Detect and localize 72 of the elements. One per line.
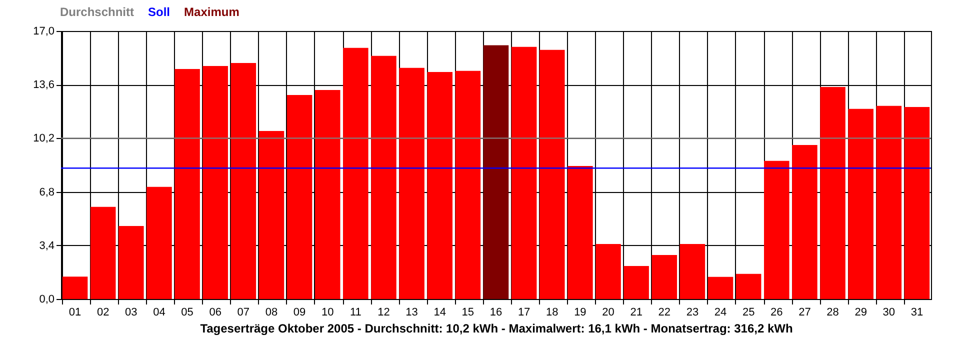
x-tick-label: 04	[153, 306, 166, 318]
bar	[371, 56, 396, 299]
y-tick-label: 3,4	[39, 240, 54, 252]
x-tick-label: 01	[68, 306, 82, 318]
text: Maximum	[184, 5, 240, 19]
x-tick-label: 09	[293, 306, 306, 318]
bar	[792, 144, 818, 299]
bar	[118, 226, 144, 299]
x-tick-label: 08	[265, 306, 278, 318]
x-tick-label: 26	[770, 306, 783, 318]
y-tick-label: 0,0	[39, 294, 54, 306]
x-tick-label: 10	[321, 306, 334, 318]
bar	[624, 266, 649, 299]
bar	[230, 63, 256, 299]
x-tick-label: 24	[714, 306, 727, 318]
x-tick-label: 03	[125, 306, 138, 318]
bar	[202, 66, 228, 299]
x-tick-label: 02	[96, 306, 110, 318]
y-tick-label: 6,8	[39, 186, 54, 198]
bar	[568, 166, 593, 299]
x-tick-label: 31	[910, 306, 924, 318]
y-tick-label: 13,6	[33, 79, 54, 92]
bar	[258, 130, 284, 299]
bar	[736, 274, 762, 299]
bar	[343, 48, 368, 299]
x-tick-label: 07	[237, 306, 250, 318]
x-tick-label: 05	[181, 306, 194, 318]
bar	[62, 276, 88, 299]
x-tick-label: 22	[658, 306, 671, 318]
x-tick-label: 21	[630, 306, 642, 318]
bar	[708, 276, 734, 299]
bar	[146, 186, 172, 299]
x-tick-label: 29	[854, 306, 867, 318]
x-tick-label: 13	[406, 306, 418, 318]
bar	[511, 46, 537, 299]
x-axis-title: Tageserträge Oktober 2005 - Durchschnitt: 10,2 kWh - Maximalwert: 16,1 kWh - Monatsertrag: 316,2 kWh	[200, 322, 793, 336]
bar	[427, 72, 452, 299]
x-tick-label: 15	[462, 306, 474, 318]
x-tick-label: 23	[686, 306, 699, 318]
bar	[483, 45, 509, 299]
bar	[876, 106, 902, 299]
bar	[174, 68, 200, 299]
bar	[820, 86, 846, 299]
x-tick-label: 30	[882, 306, 896, 318]
ref-line-label: Durchschnitt	[60, 5, 134, 19]
bar	[764, 160, 790, 299]
x-tick-label: 25	[742, 306, 755, 318]
bar	[652, 255, 678, 299]
bar	[904, 106, 930, 299]
bar	[540, 50, 565, 299]
x-tick-label: 20	[602, 306, 614, 318]
bar	[680, 244, 706, 299]
x-tick-label: 06	[209, 306, 222, 318]
bar	[286, 95, 312, 299]
bar	[314, 90, 340, 299]
y-tick-label: 10,2	[33, 132, 54, 145]
x-tick-label: 11	[350, 306, 362, 318]
bar	[399, 68, 424, 299]
x-tick-label: 14	[434, 306, 446, 318]
ref-line-label: Soll	[148, 5, 170, 19]
bar	[596, 244, 621, 299]
x-tick-label: 16	[490, 306, 502, 318]
x-tick-label: 27	[798, 306, 811, 318]
bar	[90, 206, 116, 299]
x-tick-label: 19	[574, 306, 586, 318]
x-tick-label: 28	[826, 306, 839, 318]
bar	[848, 108, 874, 299]
bar	[455, 70, 481, 299]
x-tick-label: 12	[378, 306, 390, 318]
x-tick-label: 18	[546, 306, 558, 318]
y-tick-label: 17,0	[33, 26, 54, 38]
x-tick-label: 17	[518, 306, 530, 318]
